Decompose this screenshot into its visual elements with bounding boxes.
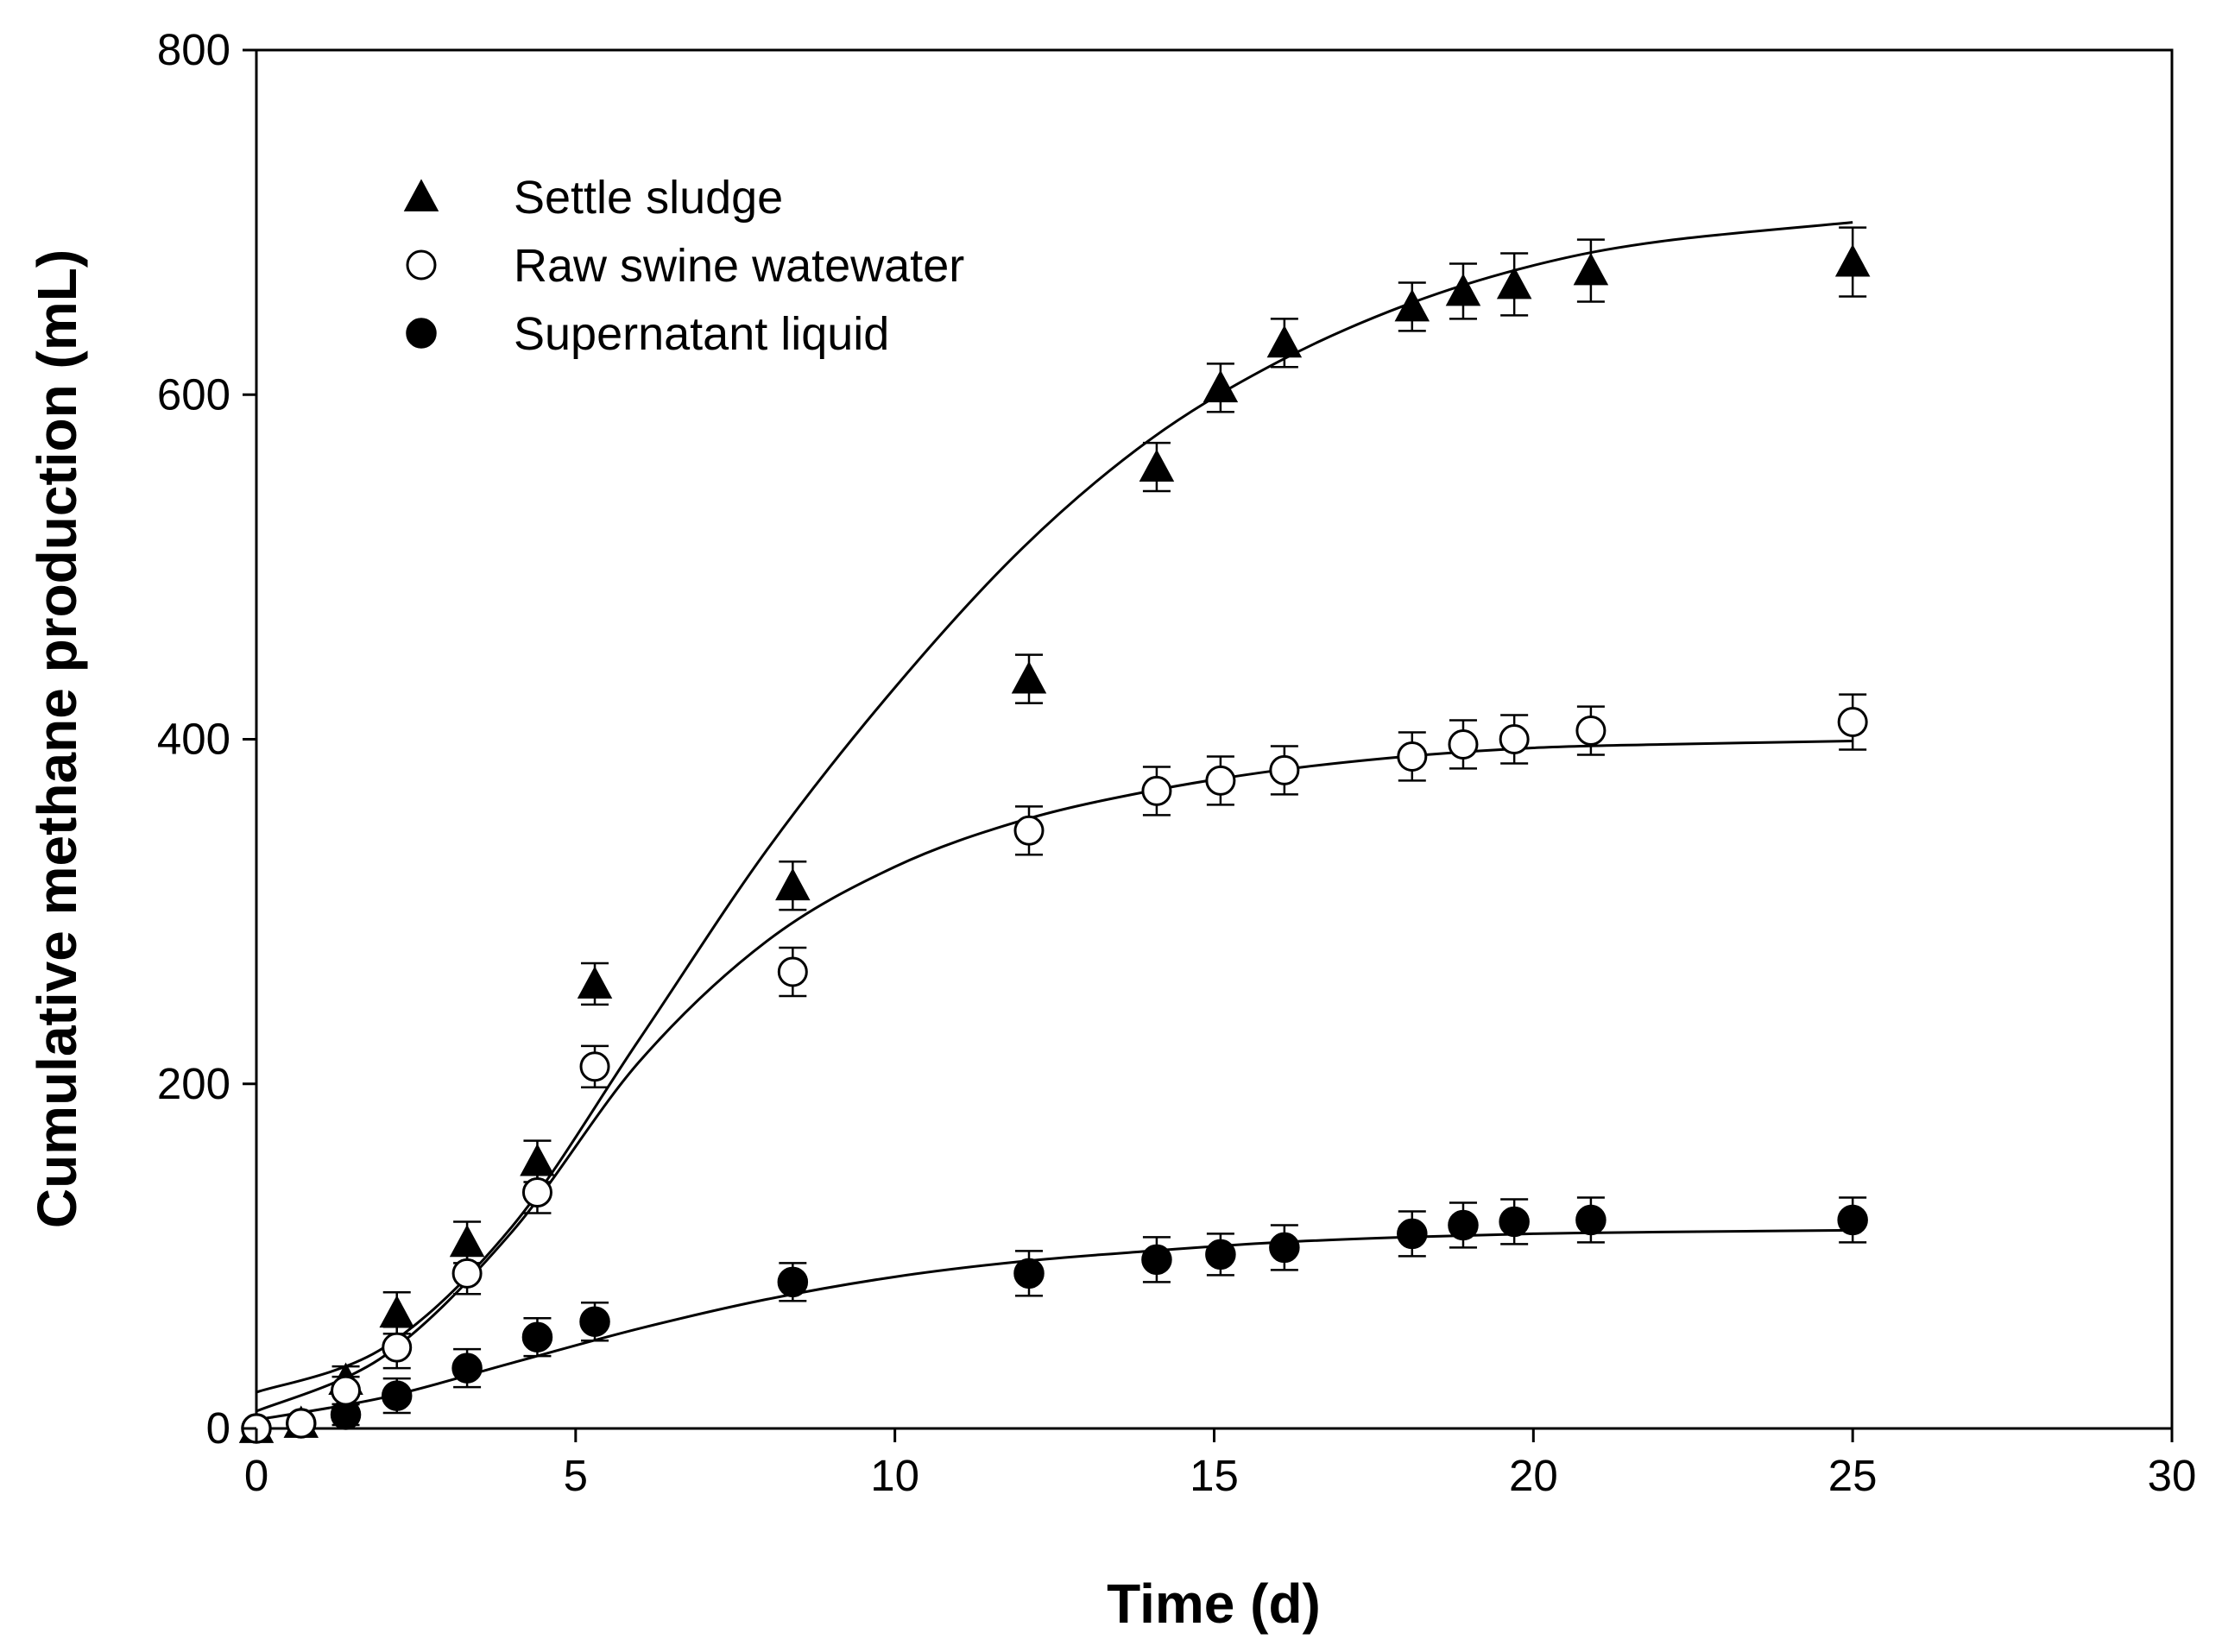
y-tick-label: 400 — [157, 715, 230, 764]
point-settle-sludge — [775, 867, 811, 901]
point-raw-swine-watewater — [1013, 815, 1045, 846]
legend-label-raw-swine-watewater: Raw swine watewater — [514, 240, 964, 292]
x-tick-label: 15 — [1190, 1451, 1239, 1500]
point-supernatant-liquid — [1575, 1204, 1607, 1236]
x-tick-label: 25 — [1828, 1451, 1878, 1500]
data-markers — [238, 243, 1871, 1444]
point-settle-sludge — [1445, 273, 1481, 306]
y-axis-title: Cumulative methane production (mL) — [26, 249, 88, 1228]
point-raw-swine-watewater — [1448, 728, 1479, 760]
point-settle-sludge — [1496, 266, 1532, 300]
point-supernatant-liquid — [521, 1321, 553, 1352]
y-tick-label: 0 — [206, 1403, 230, 1453]
x-tick-label: 0 — [244, 1451, 268, 1500]
legend-label-supernatant-liquid: Supernatant liquid — [514, 308, 889, 360]
legend-label-settle-sludge: Settle sludge — [514, 172, 783, 224]
point-raw-swine-watewater — [521, 1177, 552, 1208]
point-settle-sludge — [1573, 252, 1609, 286]
point-settle-sludge — [1203, 369, 1239, 403]
point-raw-swine-watewater — [331, 1375, 362, 1406]
axes: 0 5 10 15 20 25 30 0 200 400 600 800 — [157, 25, 2196, 1500]
point-settle-sludge — [1266, 325, 1303, 358]
point-raw-swine-watewater — [1499, 724, 1530, 754]
point-raw-swine-watewater — [1269, 754, 1300, 785]
point-supernatant-liquid — [1141, 1244, 1172, 1276]
x-tick-label: 5 — [564, 1451, 588, 1500]
point-raw-swine-watewater — [579, 1051, 610, 1082]
point-supernatant-liquid — [1448, 1209, 1479, 1241]
point-raw-swine-watewater — [1205, 765, 1236, 796]
point-raw-swine-watewater — [382, 1332, 413, 1363]
x-axis-title: Time (d) — [1107, 1573, 1321, 1635]
point-raw-swine-watewater — [777, 956, 808, 987]
legend: Settle sludge Raw swine watewater Supernat… — [403, 172, 964, 360]
point-supernatant-liquid — [451, 1352, 483, 1384]
point-settle-sludge — [1011, 661, 1047, 694]
point-supernatant-liquid — [1499, 1206, 1530, 1238]
point-settle-sludge — [520, 1144, 555, 1176]
point-supernatant-liquid — [579, 1306, 610, 1337]
point-supernatant-liquid — [1013, 1258, 1045, 1289]
y-tick-label: 800 — [157, 25, 230, 74]
point-raw-swine-watewater — [286, 1408, 317, 1439]
point-settle-sludge — [449, 1224, 485, 1258]
legend-marker-raw-swine-watewater — [406, 249, 437, 281]
fit-curve-raw-swine-watewater — [256, 739, 1853, 1413]
legend-marker-supernatant-liquid — [406, 318, 437, 349]
point-raw-swine-watewater — [1575, 716, 1607, 747]
point-raw-swine-watewater — [1837, 707, 1868, 738]
x-tick-label: 30 — [2148, 1451, 2197, 1500]
point-settle-sludge — [577, 966, 613, 999]
y-tick-label: 600 — [157, 369, 230, 419]
point-raw-swine-watewater — [1397, 741, 1428, 772]
point-settle-sludge — [1139, 449, 1175, 482]
point-raw-swine-watewater — [1141, 775, 1172, 806]
point-raw-swine-watewater — [451, 1258, 483, 1289]
y-tick-label: 200 — [157, 1059, 230, 1108]
x-tick-label: 10 — [870, 1451, 919, 1500]
point-settle-sludge — [379, 1295, 414, 1328]
fit-curves — [256, 221, 1853, 1422]
point-supernatant-liquid — [381, 1380, 413, 1411]
error-bars — [331, 226, 1867, 1427]
point-supernatant-liquid — [1837, 1204, 1868, 1236]
point-supernatant-liquid — [1205, 1239, 1236, 1271]
legend-marker-settle-sludge — [403, 179, 439, 211]
fit-curve-settle-sludge — [256, 221, 1853, 1394]
point-supernatant-liquid — [1397, 1218, 1428, 1250]
point-supernatant-liquid — [777, 1266, 809, 1298]
fit-curve-supernatant-liquid — [256, 1228, 1853, 1422]
point-settle-sludge — [1834, 243, 1871, 277]
x-tick-label: 20 — [1509, 1451, 1558, 1500]
point-supernatant-liquid — [1269, 1232, 1300, 1264]
point-settle-sludge — [1394, 288, 1430, 322]
